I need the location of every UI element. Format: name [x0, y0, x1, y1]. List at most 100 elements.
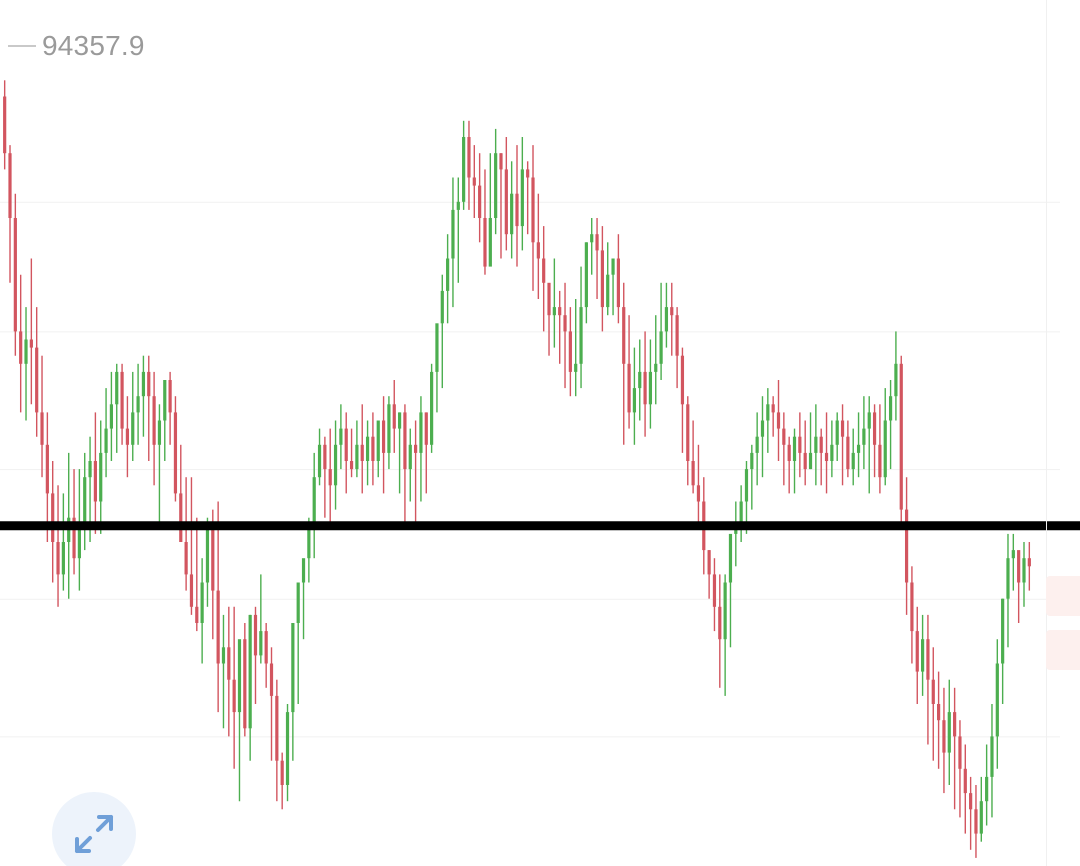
- candle-body: [803, 452, 807, 470]
- candle: [926, 614, 930, 745]
- candle-body: [184, 542, 188, 575]
- candle: [200, 558, 204, 664]
- grid-lines: [0, 201, 1060, 738]
- candle: [664, 282, 669, 348]
- candle: [221, 614, 226, 729]
- candle-body: [776, 412, 781, 429]
- candle-body: [563, 315, 567, 332]
- candle: [205, 517, 210, 607]
- candle-body: [157, 420, 162, 445]
- candle: [990, 704, 994, 818]
- candle-body: [718, 606, 722, 640]
- candle: [985, 744, 989, 826]
- candle: [451, 177, 455, 308]
- candle-body: [19, 331, 23, 364]
- legend-value: 94357.9: [42, 30, 145, 61]
- candle-body: [600, 250, 604, 308]
- candle: [947, 679, 951, 785]
- candle: [808, 412, 813, 470]
- candle-body: [312, 477, 316, 526]
- candle: [782, 412, 786, 486]
- candle-body: [520, 169, 524, 227]
- candle-body: [440, 290, 444, 324]
- candle: [776, 380, 781, 461]
- candle: [856, 412, 861, 478]
- candle-body: [200, 582, 204, 623]
- candle-body: [627, 363, 631, 413]
- candle: [280, 752, 284, 810]
- candle: [344, 412, 348, 494]
- candle-body: [750, 452, 754, 470]
- candle-body: [168, 380, 172, 413]
- candle: [141, 355, 146, 437]
- expand-button[interactable]: [52, 792, 136, 866]
- candle-body: [275, 695, 279, 761]
- candle-body: [141, 371, 146, 397]
- candle: [504, 137, 508, 251]
- candle-body: [856, 444, 861, 453]
- candle-body: [798, 436, 802, 453]
- candle: [120, 363, 124, 445]
- candle: [974, 785, 978, 858]
- candle-body: [173, 412, 178, 494]
- candle: [963, 744, 967, 834]
- candle: [317, 428, 322, 486]
- candle-body: [638, 371, 642, 389]
- candle: [723, 574, 727, 696]
- candle: [440, 274, 444, 389]
- candle: [787, 436, 791, 494]
- candle: [494, 128, 498, 235]
- candle: [147, 355, 151, 461]
- candle-body: [990, 736, 994, 777]
- candle: [61, 493, 65, 591]
- candle: [680, 347, 685, 453]
- candle-body: [483, 218, 487, 267]
- candle-body: [88, 461, 92, 478]
- candle: [574, 299, 578, 397]
- candle-body: [355, 444, 359, 470]
- candle: [979, 776, 983, 842]
- candle-body: [136, 396, 140, 413]
- candle-body: [920, 639, 925, 672]
- candle-body: [542, 258, 546, 283]
- candle: [253, 606, 258, 704]
- candle-body: [403, 412, 407, 470]
- candle: [115, 363, 119, 453]
- candle: [1022, 542, 1026, 607]
- candle-body: [515, 193, 519, 227]
- candle-body: [381, 420, 386, 453]
- candle: [488, 153, 492, 267]
- candle: [750, 444, 754, 510]
- candle: [291, 623, 295, 761]
- candle: [627, 315, 631, 429]
- candle: [584, 242, 588, 324]
- candle: [232, 606, 236, 769]
- candle-body: [40, 412, 44, 445]
- candle: [56, 485, 60, 607]
- candle-body: [862, 428, 866, 445]
- candle-body: [221, 647, 226, 664]
- candle-body: [771, 404, 775, 413]
- candle-body: [947, 712, 951, 753]
- candle: [675, 307, 679, 389]
- candle-body: [664, 307, 669, 332]
- candle: [360, 404, 364, 494]
- candle: [248, 614, 252, 761]
- candle: [595, 218, 599, 299]
- candle: [883, 388, 887, 486]
- candle-body: [488, 218, 492, 267]
- candle-body: [264, 631, 268, 664]
- candle-body: [691, 461, 695, 486]
- candle: [851, 428, 855, 486]
- candle-body: [547, 282, 551, 316]
- candle: [659, 282, 663, 380]
- candle: [536, 193, 540, 299]
- candle: [376, 420, 380, 478]
- candle-body: [243, 639, 247, 729]
- candle: [184, 477, 188, 591]
- candle-body: [888, 396, 893, 421]
- candle-body: [632, 388, 637, 413]
- candle: [648, 339, 653, 429]
- candle: [435, 323, 439, 413]
